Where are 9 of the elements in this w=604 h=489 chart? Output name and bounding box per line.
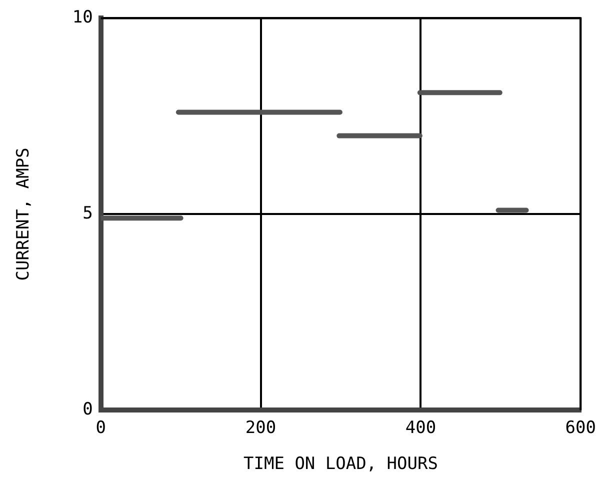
- x-tick-label: 0: [96, 418, 106, 438]
- y-tick-label: 10: [72, 8, 93, 28]
- y-tick-label: 5: [82, 204, 93, 224]
- x-tick-label: 400: [405, 418, 436, 438]
- y-axis-title: CURRENT, AMPS: [14, 148, 34, 281]
- x-tick-label: 600: [565, 418, 596, 438]
- x-tick-label: 200: [245, 418, 276, 438]
- x-axis-title: TIME ON LOAD, HOURS: [244, 454, 438, 474]
- y-tick-label: 0: [82, 400, 93, 420]
